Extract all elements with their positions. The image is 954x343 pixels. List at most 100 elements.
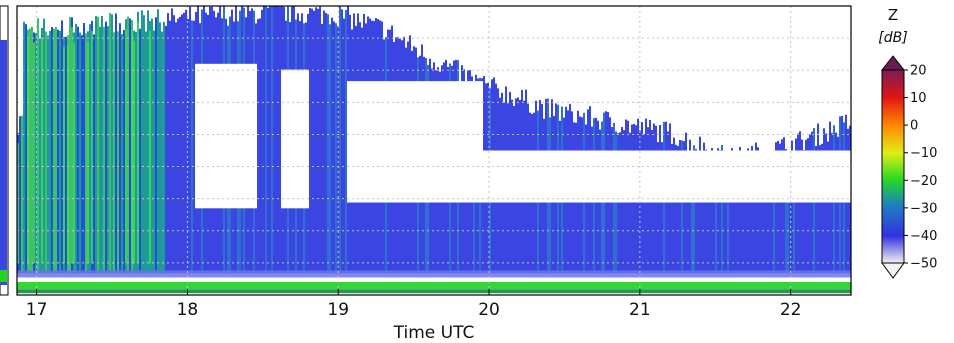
heatmap-gap [289,69,291,209]
heatmap-gap [251,63,253,209]
heatmap-gap [805,150,807,203]
heatmap-gap [679,150,681,203]
heatmap-column [743,157,745,274]
heatmap-gap [815,150,817,203]
heatmap-column [135,31,137,274]
heatmap-gap [453,81,455,203]
heatmap-column [145,31,147,274]
heatmap-band [17,270,851,278]
heatmap-column [711,148,713,274]
heatmap-gap [281,69,283,209]
heatmap-gap [673,150,675,203]
heatmap-gap [597,150,599,203]
heatmap-column [815,146,817,274]
heatmap-gap [253,63,255,209]
heatmap-column [25,24,27,274]
heatmap-gap [725,150,727,203]
heatmap-column [779,143,781,274]
heatmap-column [821,143,823,274]
heatmap-column [739,147,741,274]
heatmap-gap [791,150,793,203]
heatmap-gap [829,150,831,203]
heatmap-column [657,142,659,274]
heatmap-gap [807,150,809,203]
colorbar-tick-label: 20 [910,64,927,79]
heatmap-gap [471,81,473,203]
heatmap-gap [449,81,451,203]
heatmap-streak [131,30,133,264]
heatmap-gap [787,150,789,203]
colorbar-extend-top [880,55,906,71]
heatmap-gap [441,81,443,203]
heatmap-gap [463,81,465,203]
heatmap-column [53,28,55,274]
heatmap-column [111,14,113,274]
heatmap-column [695,149,697,274]
colorbar-tick-label: −50 [910,257,937,272]
heatmap-gap [649,150,651,203]
heatmap-column [333,21,335,274]
heatmap-column [89,24,91,274]
heatmap-gap [363,81,365,203]
heatmap-column [825,133,827,274]
heatmap-gap [755,150,757,203]
heatmap-gap [231,63,233,209]
heatmap-gap [383,81,385,203]
heatmap-gap [501,150,503,203]
heatmap-column [155,17,157,274]
heatmap-gap [655,150,657,203]
heatmap-gap [559,150,561,203]
heatmap-gap [519,150,521,203]
heatmap-gap [557,150,559,203]
heatmap-gap [235,63,237,209]
heatmap-gap [517,150,519,203]
heatmap-gap [585,150,587,203]
heatmap-gap [241,63,243,209]
heatmap-column [715,162,717,274]
heatmap-column [661,142,663,274]
heatmap-column [51,27,53,274]
heatmap-gap [685,150,687,203]
heatmap-column [263,6,265,274]
heatmap-gap [467,81,469,203]
heatmap-gap [775,150,777,203]
heatmap-gap [647,150,649,203]
heatmap-gap [571,150,573,203]
heatmap-column [49,30,51,274]
colorbar-extend-bottom [881,262,905,279]
heatmap-gap [493,150,495,203]
heatmap-column [685,132,687,274]
heatmap-column [679,140,681,274]
heatmap-gap [523,150,525,203]
heatmap-gap [573,150,575,203]
heatmap-gap [583,150,585,203]
heatmap-gap [819,150,821,203]
heatmap-gap [691,150,693,203]
heatmap-column [731,148,733,274]
heatmap-gap [353,81,355,203]
heatmap-column [139,28,141,274]
heatmap-column [745,163,747,274]
x-axis: 17 18 19 20 21 22 [26,289,801,320]
heatmap-column [115,13,117,274]
heatmap-gap [745,150,747,203]
heatmap-column [85,33,87,274]
heatmap-column [69,17,71,274]
heatmap-gap [461,81,463,203]
heatmap-column [39,38,41,274]
heatmap-gap [437,81,439,203]
heatmap-gap [283,69,285,209]
heatmap-column [723,161,725,274]
heatmap-gap [783,150,785,203]
heatmap-column [805,139,807,274]
heatmap-gap [239,63,241,209]
heatmap-column [713,162,715,274]
heatmap-gap [215,63,217,209]
heatmap-column [47,35,49,274]
heatmap-streak [17,143,19,264]
heatmap-column [321,23,323,274]
heatmap-gap [841,150,843,203]
heatmap-gap [741,150,743,203]
heatmap-gap [727,150,729,203]
heatmap-gap [687,150,689,203]
